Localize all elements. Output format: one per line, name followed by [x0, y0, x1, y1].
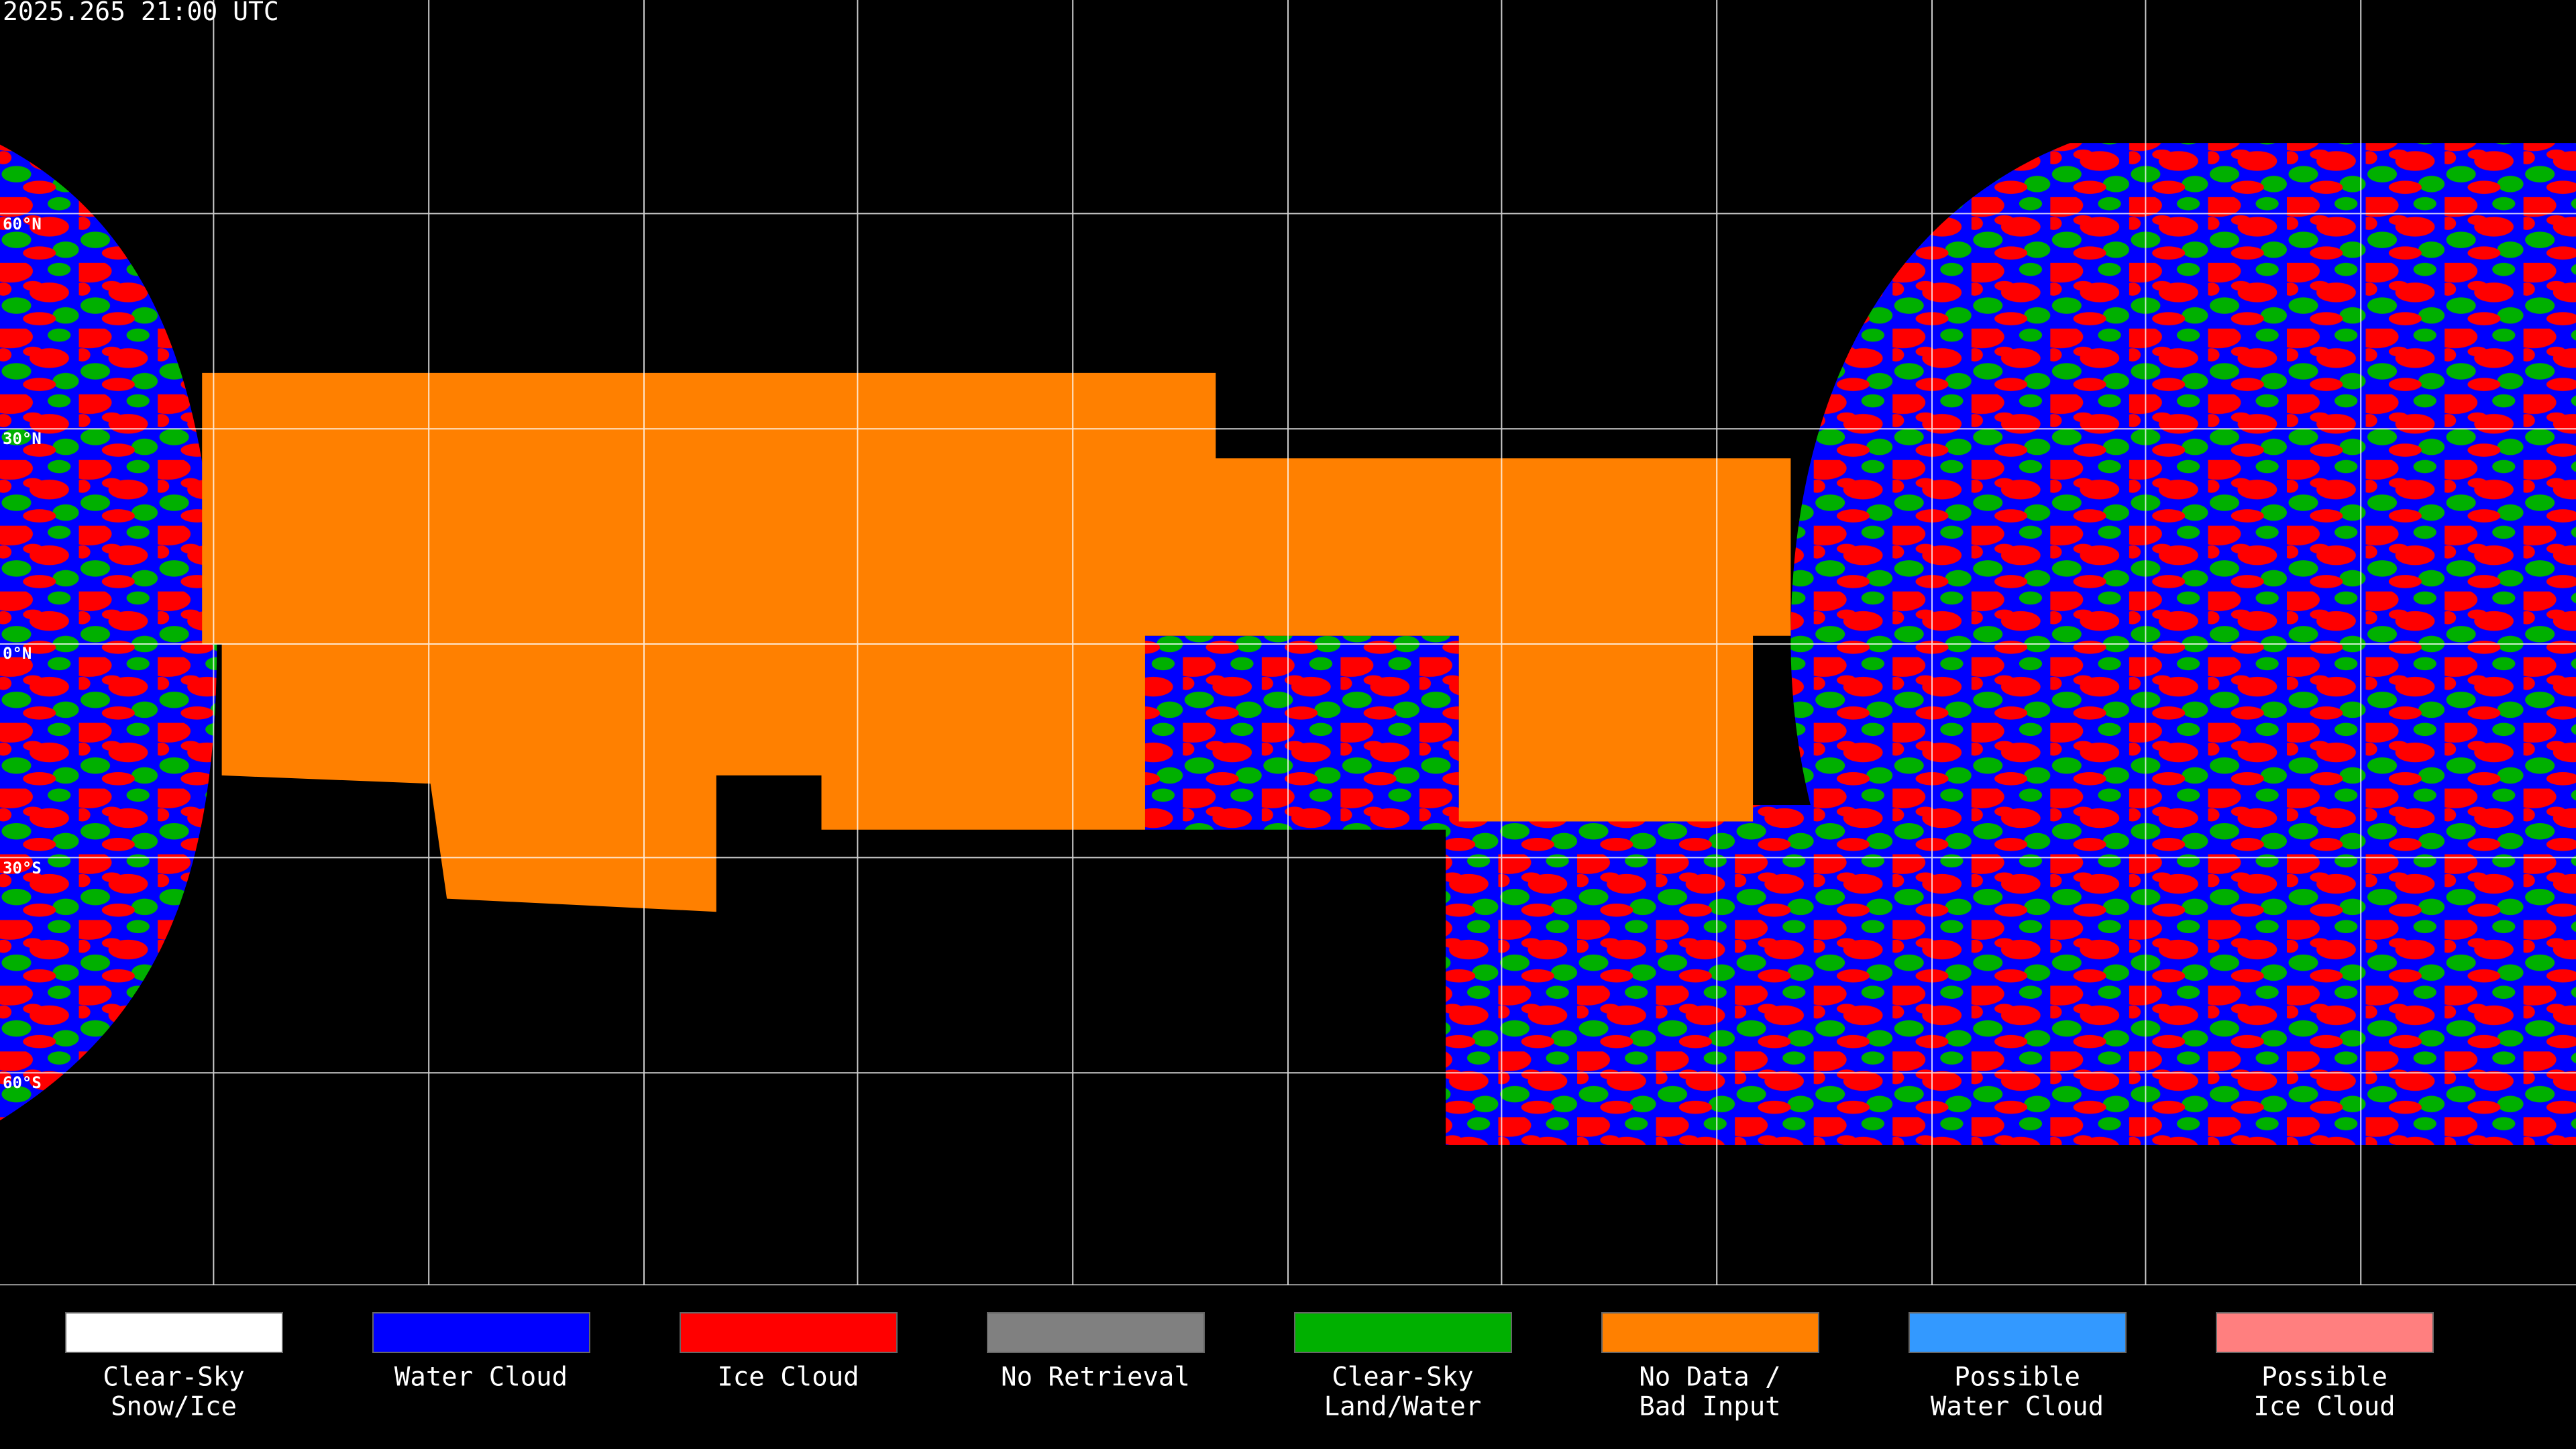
legend-label: Water Cloud — [1931, 1392, 2104, 1422]
latitude-label: 30°N — [3, 429, 42, 448]
legend-swatch — [1294, 1312, 1512, 1353]
legend-label: No Retrieval — [1001, 1362, 1190, 1393]
legend-label: Bad Input — [1639, 1392, 1780, 1422]
legend-swatch — [987, 1312, 1205, 1353]
west-disk — [0, 144, 217, 1121]
latitude-labels: 60°N 30°N 0°N 30°S 60°S — [3, 215, 42, 1092]
legend-label: Ice Cloud — [717, 1362, 859, 1393]
legend-swatch — [1601, 1312, 1819, 1353]
legend-label: Possible — [1954, 1362, 2080, 1393]
grid-lines — [0, 0, 2576, 1285]
no-data-region — [202, 372, 1791, 912]
legend-label: Ice Cloud — [2253, 1392, 2395, 1422]
graticule — [0, 0, 2576, 1285]
map-area — [0, 0, 2576, 1285]
latitude-label: 30°S — [3, 859, 42, 877]
legend-swatch — [1909, 1312, 2127, 1353]
legend-swatch — [2216, 1312, 2434, 1353]
legend-label: Clear-Sky — [103, 1362, 244, 1393]
legend-label: Land/Water — [1324, 1392, 1482, 1422]
legend-label: Water Cloud — [394, 1362, 568, 1393]
south-region — [1446, 805, 2103, 1145]
legend-label: Possible — [2261, 1362, 2387, 1393]
legend-swatch — [372, 1312, 590, 1353]
atlantic-region — [1144, 635, 1459, 830]
legend-label: Clear-Sky — [1332, 1362, 1473, 1393]
legend-label: Snow/Ice — [111, 1392, 237, 1422]
latitude-label: 60°N — [3, 215, 42, 233]
latitude-label: 60°S — [3, 1073, 42, 1092]
legend-label: No Data / — [1639, 1362, 1780, 1393]
legend-swatch — [680, 1312, 898, 1353]
timestamp: 2025.265 21:00 UTC — [3, 0, 279, 26]
latitude-label: 0°N — [3, 644, 32, 663]
legend-swatch — [65, 1312, 283, 1353]
